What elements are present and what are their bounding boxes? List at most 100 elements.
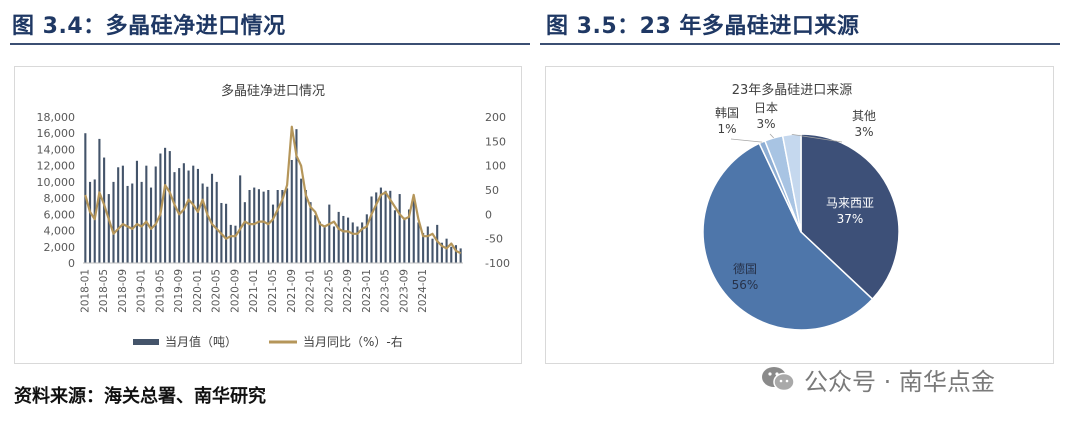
bar: [140, 181, 143, 263]
import-volume-chart-panel: 多晶硅净进口情况 18,000 16,000 14,000 12,000 10,000 8,…: [14, 66, 522, 364]
bar: [210, 173, 214, 263]
x-axis-tick-label: 2020-05: [211, 269, 223, 313]
x-axis-tick-label: 2020-01: [192, 269, 204, 313]
x-axis-tick-label: 2021-09: [286, 269, 298, 313]
bar: [192, 165, 195, 263]
bar: [126, 185, 129, 263]
bar: [337, 211, 340, 263]
bar: [131, 183, 134, 263]
legend-line-label: 当月同比（%）-右: [303, 334, 403, 349]
pie-leader-line: [791, 134, 843, 143]
bar: [375, 192, 378, 263]
pie-slice-name: 德国: [733, 261, 757, 276]
bar: [300, 178, 303, 263]
pie-slice-name: 韩国: [715, 105, 739, 120]
bar: [290, 159, 293, 263]
legend-bar-swatch: [133, 339, 159, 345]
bar: [234, 225, 237, 263]
x-axis-tick-label: 2022-05: [323, 269, 335, 313]
x-axis-tick-label: 2019-09: [173, 269, 185, 313]
bar: [229, 224, 232, 263]
bar: [257, 189, 260, 263]
bar: [314, 215, 317, 263]
bar: [417, 222, 420, 263]
pie-slice-percent: 56%: [732, 278, 759, 292]
bar: [281, 190, 284, 263]
bar: [384, 190, 387, 263]
bar: [276, 190, 279, 263]
import-source-pie-panel: 23年多晶硅进口来源 马来西亚 37% 德国 56% 韩国 1% 日本 3% 其他 3%: [545, 66, 1054, 364]
bar: [121, 165, 124, 263]
bar: [187, 170, 190, 263]
figure-3-4-heading: 图 3.4：多晶硅净进口情况: [12, 14, 286, 39]
bar: [309, 202, 312, 263]
bar: [365, 214, 368, 263]
bar: [389, 190, 392, 263]
x-axis-tick-label: 2022-09: [342, 269, 354, 313]
bar: [436, 224, 439, 263]
x-axis-tick-label: 2020-09: [229, 269, 241, 313]
x-axis-tick-label: 2023-05: [380, 269, 392, 313]
left-axis-tick-label: 6,000: [44, 208, 76, 221]
bar: [407, 209, 411, 263]
bar: [225, 203, 228, 263]
bar: [107, 194, 110, 263]
x-axis-tick-label: 2023-09: [398, 269, 410, 313]
import-volume-chart: 多晶硅净进口情况 18,000 16,000 14,000 12,000 10,000 8,…: [37, 83, 510, 349]
pie-slice: [800, 133, 900, 301]
bar: [332, 226, 336, 263]
right-axis-tick-label: 50: [485, 184, 499, 197]
right-axis-tick-label: 100: [485, 160, 506, 173]
x-axis-tick-label: 2024-01: [417, 269, 429, 313]
bar: [253, 187, 256, 263]
bar: [295, 129, 298, 263]
bar: [135, 160, 139, 263]
pie-title: 23年多晶硅进口来源: [732, 82, 853, 98]
right-axis-tick-label: 200: [485, 111, 506, 124]
left-axis-tick-label: 16,000: [37, 127, 76, 140]
bar: [164, 147, 167, 263]
bar: [286, 188, 289, 263]
bar: [379, 187, 382, 263]
wechat-icon: [762, 367, 795, 392]
bar: [93, 179, 96, 263]
left-axis-tick-label: 4,000: [44, 225, 76, 238]
x-axis-tick-label: 2023-01: [361, 269, 373, 313]
pie-slice-percent: 3%: [756, 117, 775, 131]
bar: [426, 226, 429, 263]
pie-slice-name: 其他: [852, 109, 876, 123]
figure-3-5-heading: 图 3.5：23 年多晶硅进口来源: [546, 14, 860, 39]
x-axis-tick-label: 2019-05: [154, 269, 166, 313]
right-axis-tick-label: 150: [485, 135, 506, 148]
bar: [267, 190, 270, 263]
bar: [342, 215, 345, 263]
legend-bar-label: 当月值（吨）: [165, 334, 237, 349]
bar: [196, 168, 199, 263]
left-axis-tick-label: 2,000: [44, 241, 76, 254]
bar: [145, 165, 148, 263]
bar: [393, 210, 397, 263]
pie-slice-percent: 37%: [837, 212, 864, 226]
pie-slice: [702, 142, 874, 331]
bar: [370, 196, 373, 263]
bar: [450, 246, 453, 263]
chart-title: 多晶硅净进口情况: [221, 83, 325, 99]
bar: [361, 222, 364, 263]
bar: [178, 168, 181, 263]
left-axis-tick-label: 0: [68, 257, 75, 270]
right-axis-tick-label: -50: [485, 233, 503, 246]
x-axis-tick-label: 2022-01: [305, 269, 317, 313]
bar: [323, 225, 326, 263]
bar: [201, 183, 204, 263]
right-axis-tick-label: -100: [485, 257, 510, 270]
bar: [351, 222, 354, 263]
bar: [454, 245, 458, 263]
bar: [182, 163, 185, 263]
bar: [168, 151, 171, 263]
source-note: 资料来源：海关总署、南华研究: [14, 386, 266, 407]
bar: [445, 238, 448, 263]
pie-slice-percent: 3%: [854, 125, 873, 139]
pie-slice-percent: 1%: [717, 122, 736, 136]
x-axis-tick-label: 2018-05: [98, 269, 110, 313]
bar: [403, 217, 406, 263]
